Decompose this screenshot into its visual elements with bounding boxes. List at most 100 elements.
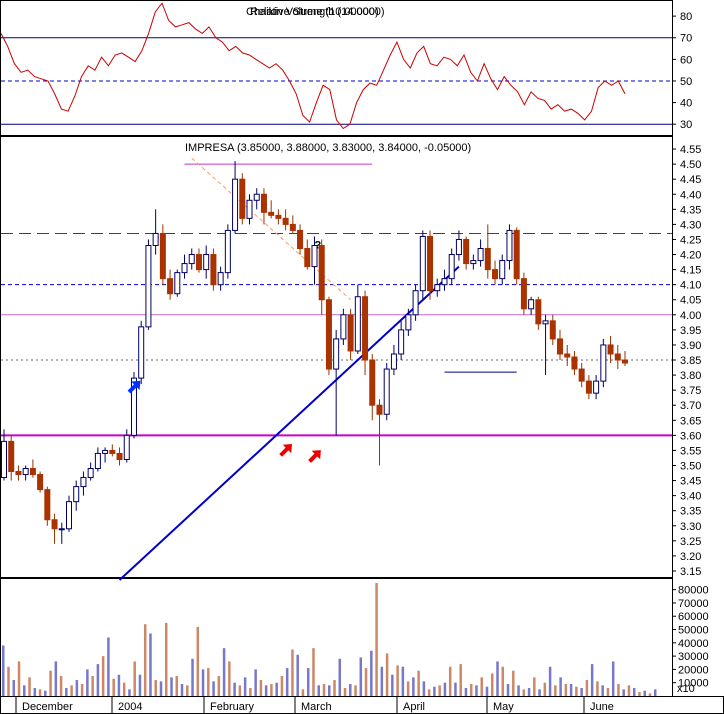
price-title: IMPRESA (3.85000, 3.88000, 3.83000, 3.84… — [185, 142, 471, 154]
candle-body — [282, 217, 289, 225]
volume-bar — [359, 657, 363, 696]
candle-body — [333, 338, 340, 370]
price-tick-label: 4.20 — [680, 250, 701, 262]
volume-bar — [412, 677, 415, 696]
rsi-tick-label: 80 — [680, 11, 692, 23]
x-axis-label: June — [590, 701, 614, 713]
candle-body — [325, 299, 332, 370]
candle-body — [195, 254, 202, 271]
volume-bar — [65, 688, 68, 696]
rsi-tick-label: 40 — [680, 98, 692, 110]
candle-body — [593, 380, 600, 394]
price-tick-label: 3.25 — [680, 536, 701, 548]
volume-tick-label: 30000 — [678, 651, 709, 663]
blue-arrow-icon — [127, 380, 141, 394]
candle-body — [15, 471, 22, 476]
volume-bar — [143, 624, 147, 696]
volume-bar — [501, 666, 505, 696]
volume-bar — [165, 622, 168, 696]
candle-body — [549, 320, 556, 340]
volume-bar — [385, 653, 389, 696]
volume-bar — [632, 688, 636, 696]
volume-tick-label: 70000 — [678, 598, 709, 610]
x-axis-label: December — [22, 701, 73, 713]
volume-tick-label: 60000 — [678, 611, 709, 623]
candle-body — [246, 199, 253, 219]
candle-body — [506, 229, 513, 262]
volume-bar — [590, 664, 594, 696]
volume-bar — [517, 685, 520, 696]
candle-body — [297, 229, 304, 250]
candle-body — [398, 329, 405, 355]
volume-bar — [17, 661, 21, 696]
candle-body — [528, 299, 535, 310]
volume-bar — [138, 674, 142, 696]
volume-bar — [506, 684, 510, 696]
candle-body — [600, 344, 607, 382]
volume-bar — [480, 677, 483, 696]
volume-bar — [207, 668, 210, 696]
candle-body — [29, 468, 36, 476]
candle-body — [138, 326, 145, 379]
volume-bar — [312, 648, 315, 696]
volume-bar — [601, 685, 604, 696]
candle-body — [513, 229, 520, 280]
candle-body — [311, 244, 318, 268]
candle-body — [448, 254, 455, 280]
volume-bar — [101, 656, 105, 696]
price-tick-label: 3.20 — [680, 551, 701, 563]
volume-bar — [538, 689, 541, 696]
volume-bar — [328, 685, 331, 696]
volume-bar — [606, 688, 610, 696]
volume-bar — [91, 676, 94, 696]
candle-body — [203, 254, 210, 271]
candle-body — [484, 248, 491, 271]
candle-body — [383, 368, 390, 415]
volume-bar — [291, 649, 294, 696]
volume-bar — [23, 685, 26, 696]
candle-body — [354, 296, 361, 352]
candle-body — [188, 254, 195, 265]
volume-bar — [285, 668, 289, 696]
volume-bar — [391, 674, 394, 696]
rsi-line — [0, 2, 626, 130]
volume-bar — [212, 681, 215, 696]
volume-tick-label: 20000 — [678, 664, 709, 676]
candle-body — [152, 232, 159, 246]
volume-bar — [317, 685, 320, 696]
volume-bar — [201, 669, 205, 696]
candle-body — [232, 178, 239, 231]
volume-bar — [617, 684, 620, 696]
price-tick-label: 3.90 — [680, 340, 701, 352]
candle-body — [455, 238, 462, 256]
arrow-shape — [279, 444, 292, 457]
price-tick-label: 4.05 — [680, 295, 701, 307]
volume-bar — [522, 689, 526, 696]
candle-body — [130, 377, 137, 436]
volume-bar — [622, 689, 625, 696]
volume-bar — [333, 680, 336, 696]
volume-bar — [433, 686, 436, 696]
volume-bar — [107, 637, 110, 696]
volume-bar — [548, 666, 552, 696]
price-tick-label: 3.40 — [680, 491, 701, 503]
arrow-shape — [308, 450, 321, 463]
volume-bar — [364, 668, 368, 696]
candle-body — [340, 314, 347, 340]
price-tick-label: 3.30 — [680, 521, 701, 533]
price-tick-label: 3.15 — [680, 566, 701, 578]
question-annotation: ? — [315, 240, 322, 252]
candle-body — [578, 368, 585, 382]
price-tick-label: 4.55 — [680, 144, 701, 156]
volume-bar — [459, 664, 462, 696]
volume-bar — [238, 685, 242, 696]
volume-bar — [49, 670, 52, 696]
volume-bar — [301, 689, 305, 696]
volume-bar — [648, 693, 652, 696]
x-axis-label: March — [301, 701, 332, 713]
price-tick-label: 3.75 — [680, 385, 701, 397]
price-tick-label: 4.40 — [680, 189, 701, 201]
volume-bar — [469, 684, 473, 696]
volume-bar — [191, 658, 194, 696]
